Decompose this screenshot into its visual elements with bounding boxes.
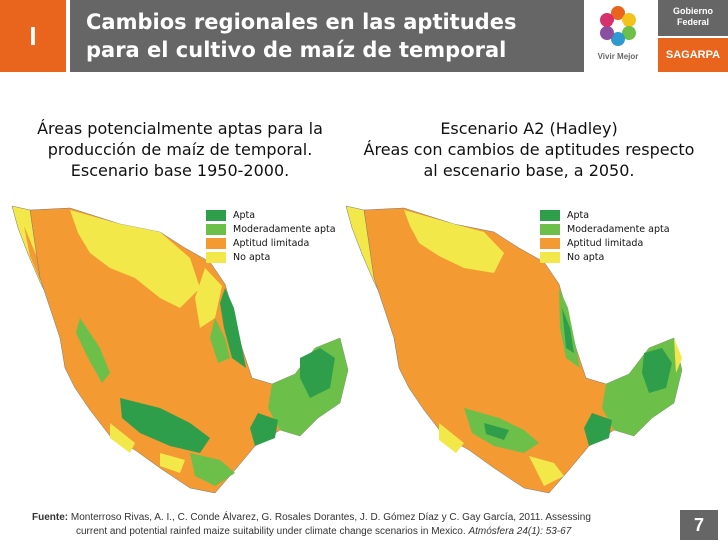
- legend-label: No apta: [567, 251, 605, 263]
- map-left-title-1: Áreas potencialmente aptas para la: [37, 119, 323, 138]
- page-title-line-2: para el cultivo de maíz de temporal: [86, 38, 507, 62]
- header: I Cambios regionales en las aptitudes pa…: [0, 0, 728, 72]
- source-citation: Fuente: Monterroso Rivas, A. I., C. Cond…: [32, 511, 672, 539]
- legend-swatch: [206, 237, 226, 249]
- gobierno-federal-logo: Gobierno Federal: [658, 0, 728, 36]
- legend-label: Moderadamente apta: [233, 223, 336, 235]
- legend-label: No apta: [233, 251, 271, 263]
- legend-item: No apta: [206, 250, 336, 264]
- legend-label: Moderadamente apta: [567, 223, 670, 235]
- vivir-mejor-logo: Vivir Mejor: [588, 0, 658, 72]
- legend-item: Moderadamente apta: [206, 222, 336, 236]
- legend-swatch: [206, 251, 226, 263]
- section-badge: I: [0, 0, 66, 72]
- map-left-title-2: producción de maíz de temporal.: [47, 140, 313, 159]
- legend-label: Aptitud limitada: [567, 237, 644, 249]
- legend-swatch: [206, 223, 226, 235]
- legend-label: Aptitud limitada: [233, 237, 310, 249]
- map-title-right: Escenario A2 (Hadley) Áreas con cambios …: [344, 118, 714, 181]
- map-right-title-3: al escenario base, a 2050.: [423, 161, 635, 180]
- source-label: Fuente:: [32, 512, 69, 523]
- legend-right: Apta Moderadamente apta Aptitud limitada…: [540, 208, 670, 264]
- logo-caption: Vivir Mejor: [597, 52, 639, 61]
- legend-swatch: [206, 209, 226, 221]
- legend-item: Apta: [206, 208, 336, 222]
- page-number: 7: [680, 510, 718, 540]
- legend-item: Apta: [540, 208, 670, 222]
- source-journal: Atmósfera 24(1): 53-67: [468, 526, 572, 537]
- flower-logo-icon: [600, 6, 636, 46]
- legend-swatch: [540, 209, 560, 221]
- map-right-title-2: Áreas con cambios de aptitudes respecto: [363, 140, 695, 159]
- legend-left: Apta Moderadamente apta Aptitud limitada…: [206, 208, 336, 264]
- map-title-left: Áreas potencialmente aptas para la produ…: [20, 118, 340, 181]
- legend-label: Apta: [567, 209, 590, 221]
- sagarpa-logo: SAGARPA: [658, 38, 728, 72]
- page-title-line-1: Cambios regionales en las aptitudes: [86, 10, 517, 34]
- legend-item: Moderadamente apta: [540, 222, 670, 236]
- mexico-map-2050: [345, 205, 683, 494]
- gov-line-1: Gobierno: [673, 6, 713, 16]
- legend-swatch: [540, 237, 560, 249]
- legend-item: No apta: [540, 250, 670, 264]
- legend-swatch: [540, 251, 560, 263]
- map-left-title-3: Escenario base 1950-2000.: [70, 161, 290, 180]
- map-panel-right: Escenario A2 (Hadley) Áreas con cambios …: [344, 118, 724, 498]
- map-right-title-1: Escenario A2 (Hadley): [440, 119, 618, 138]
- map-panel-left: Áreas potencialmente aptas para la produ…: [10, 118, 350, 498]
- title-box: Cambios regionales en las aptitudes para…: [70, 0, 584, 72]
- source-text-1: Monterroso Rivas, A. I., C. Conde Álvare…: [70, 512, 591, 523]
- legend-swatch: [540, 223, 560, 235]
- gov-line-2: Federal: [676, 17, 709, 27]
- legend-item: Aptitud limitada: [540, 236, 670, 250]
- source-text-2: current and potential rainfed maize suit…: [76, 526, 466, 537]
- legend-item: Aptitud limitada: [206, 236, 336, 250]
- legend-label: Apta: [233, 209, 256, 221]
- mexico-map-base: [11, 205, 349, 494]
